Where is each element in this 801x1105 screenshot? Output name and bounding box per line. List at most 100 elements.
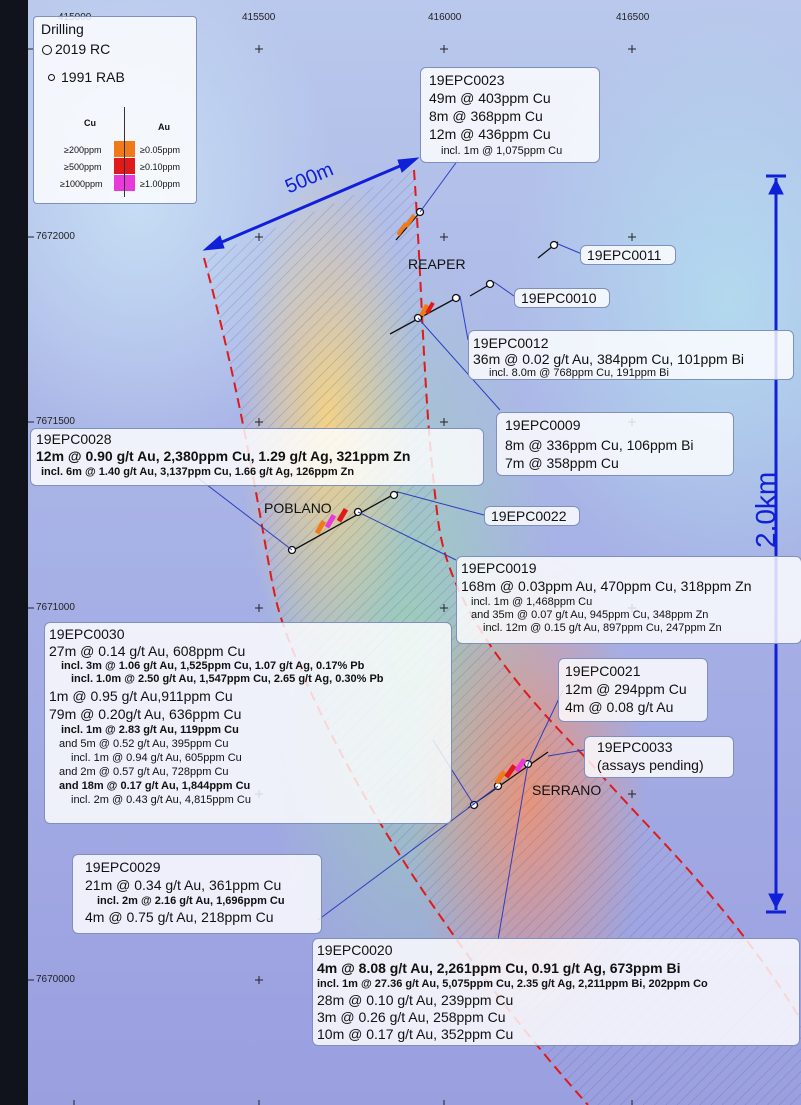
legend-center-line bbox=[124, 107, 125, 197]
northing-7672000: 7672000 bbox=[36, 231, 75, 242]
callout-19EPC0021[interactable]: 19EPC0021 12m @ 294ppm Cu 4m @ 0.08 g/t … bbox=[558, 658, 708, 722]
hole-id: 19EPC0009 bbox=[505, 417, 581, 433]
callout-19EPC0030[interactable]: 19EPC0030 27m @ 0.14 g/t Au, 608ppm Cu i… bbox=[44, 622, 452, 824]
intercept-and: and 5m @ 0.52 g/t Au, 395ppm Cu bbox=[59, 738, 229, 750]
callout-19EPC0019[interactable]: 19EPC0019 168m @ 0.03ppm Au, 470ppm Cu, … bbox=[456, 556, 801, 644]
intercept: 12m @ 294ppm Cu bbox=[565, 681, 687, 697]
legend-au-header: Au bbox=[158, 122, 170, 132]
hole-id: 19EPC0020 bbox=[317, 942, 393, 958]
callout-19EPC0011[interactable]: 19EPC0011 bbox=[580, 245, 676, 265]
intercept-incl: incl. 3m @ 1.06 g/t Au, 1,525ppm Cu, 1.0… bbox=[61, 660, 365, 672]
legend-cu-header: Cu bbox=[84, 118, 96, 128]
northing-7671500: 7671500 bbox=[36, 416, 75, 427]
intercept: 79m @ 0.20g/t Au, 636ppm Cu bbox=[49, 706, 242, 722]
legend-rab-symbol bbox=[48, 74, 55, 81]
intercept: 8m @ 368ppm Cu bbox=[429, 108, 543, 124]
hole-id: 19EPC0023 bbox=[429, 72, 505, 88]
intercept-and: and 2m @ 0.57 g/t Au, 728ppm Cu bbox=[59, 766, 229, 778]
callout-19EPC0022[interactable]: 19EPC0022 bbox=[484, 506, 580, 526]
hole-id: 19EPC0029 bbox=[85, 859, 161, 875]
intercept: 3m @ 0.26 g/t Au, 258ppm Cu bbox=[317, 1009, 506, 1025]
legend-au-swatch-1 bbox=[125, 141, 135, 157]
callout-19EPC0029[interactable]: 19EPC0029 21m @ 0.34 g/t Au, 361ppm Cu i… bbox=[72, 854, 322, 934]
intercept: 4m @ 0.75 g/t Au, 218ppm Cu bbox=[85, 909, 274, 925]
hole-id: 19EPC0022 bbox=[491, 508, 567, 524]
hole-id: 19EPC0021 bbox=[565, 663, 641, 679]
callout-19EPC0009[interactable]: 19EPC0009 8m @ 336ppm Cu, 106ppm Bi 7m @… bbox=[496, 412, 734, 476]
intercept: 28m @ 0.10 g/t Au, 239ppm Cu bbox=[317, 992, 514, 1008]
intercept: 1m @ 0.95 g/t Au,911ppm Cu bbox=[49, 688, 233, 704]
legend: Drilling 2019 RC 1991 RAB Cu Au ≥200ppm … bbox=[33, 16, 197, 204]
legend-cu-level-3: ≥1000ppm bbox=[60, 179, 103, 189]
callout-19EPC0020[interactable]: 19EPC0020 4m @ 8.08 g/t Au, 2,261ppm Cu,… bbox=[312, 938, 800, 1046]
left-margin bbox=[0, 0, 28, 1105]
grid-crosses bbox=[28, 45, 636, 1105]
intercept: 12m @ 0.90 g/t Au, 2,380ppm Cu, 1.29 g/t… bbox=[36, 448, 411, 464]
legend-au-swatch-3 bbox=[125, 175, 135, 191]
legend-au-level-2: ≥0.10ppm bbox=[140, 162, 180, 172]
intercept-incl: incl. 2m @ 0.43 g/t Au, 4,815ppm Cu bbox=[71, 794, 251, 806]
northing-7670000: 7670000 bbox=[36, 974, 75, 985]
intercept: 21m @ 0.34 g/t Au, 361ppm Cu bbox=[85, 877, 282, 893]
status: (assays pending) bbox=[597, 757, 704, 773]
legend-cu-swatch-2 bbox=[114, 158, 124, 174]
place-serrano: SERRANO bbox=[532, 782, 602, 798]
legend-au-level-1: ≥0.05ppm bbox=[140, 145, 180, 155]
hole-id: 19EPC0010 bbox=[521, 290, 597, 306]
hole-id: 19EPC0028 bbox=[36, 431, 112, 447]
scale-label-2km: 2.0km bbox=[750, 471, 781, 548]
easting-416500: 416500 bbox=[616, 12, 650, 23]
legend-rc-symbol bbox=[42, 45, 52, 55]
easting-416000: 416000 bbox=[428, 12, 462, 23]
callout-19EPC0012[interactable]: 19EPC0012 36m @ 0.02 g/t Au, 384ppm Cu, … bbox=[468, 330, 794, 380]
place-poblano: POBLANO bbox=[264, 500, 332, 516]
callout-19EPC0028[interactable]: 19EPC0028 12m @ 0.90 g/t Au, 2,380ppm Cu… bbox=[30, 428, 484, 486]
intercept: 4m @ 0.08 g/t Au bbox=[565, 699, 674, 715]
assay-intervals bbox=[314, 214, 527, 785]
hole-id: 19EPC0011 bbox=[587, 247, 662, 263]
northing-7671000: 7671000 bbox=[36, 602, 75, 613]
intercept: 12m @ 436ppm Cu bbox=[429, 126, 551, 142]
intercept: 27m @ 0.14 g/t Au, 608ppm Cu bbox=[49, 643, 246, 659]
intercept: 7m @ 358ppm Cu bbox=[505, 455, 619, 471]
legend-rc-label: 2019 RC bbox=[55, 41, 111, 57]
legend-cu-swatch-3 bbox=[114, 175, 124, 191]
intercept-incl: incl. 1m @ 1,468ppm Cu bbox=[471, 596, 593, 608]
intercept-incl: incl. 2m @ 2.16 g/t Au, 1,696ppm Cu bbox=[97, 895, 285, 907]
intercept-incl: incl. 1m @ 27.36 g/t Au, 5,075ppm Cu, 2.… bbox=[317, 978, 708, 990]
easting-415500: 415500 bbox=[242, 12, 276, 23]
map-canvas[interactable]: 500m 2.0km 415000 415500 416000 416500 7… bbox=[28, 0, 801, 1105]
legend-au-level-3: ≥1.00ppm bbox=[140, 179, 180, 189]
intercept: 4m @ 8.08 g/t Au, 2,261ppm Cu, 0.91 g/t … bbox=[317, 960, 681, 976]
intercept-incl: incl. 12m @ 0.15 g/t Au, 897ppm Cu, 247p… bbox=[483, 622, 722, 634]
intercept-incl: incl. 8.0m @ 768ppm Cu, 191ppm Bi bbox=[489, 367, 669, 379]
intercept-incl: incl. 1m @ 2.83 g/t Au, 119ppm Cu bbox=[61, 724, 239, 736]
legend-cu-swatch-1 bbox=[114, 141, 124, 157]
hole-id: 19EPC0033 bbox=[597, 739, 673, 755]
intercept: 36m @ 0.02 g/t Au, 384ppm Cu, 101ppm Bi bbox=[473, 351, 745, 367]
legend-title: Drilling bbox=[41, 21, 84, 37]
intercept: 49m @ 403ppm Cu bbox=[429, 90, 551, 106]
legend-au-swatch-2 bbox=[125, 158, 135, 174]
intercept-incl: incl. 1.0m @ 2.50 g/t Au, 1,547ppm Cu, 2… bbox=[71, 673, 384, 685]
intercept-incl: incl. 1m @ 0.94 g/t Au, 605ppm Cu bbox=[71, 752, 242, 764]
intercept: 10m @ 0.17 g/t Au, 352ppm Cu bbox=[317, 1026, 514, 1042]
intercept: 168m @ 0.03ppm Au, 470ppm Cu, 318ppm Zn bbox=[461, 578, 752, 594]
callout-19EPC0033[interactable]: 19EPC0033 (assays pending) bbox=[584, 736, 734, 778]
callout-19EPC0010[interactable]: 19EPC0010 bbox=[514, 288, 610, 308]
hole-id: 19EPC0019 bbox=[461, 560, 537, 576]
hole-id: 19EPC0012 bbox=[473, 335, 549, 351]
intercept-incl: incl. 6m @ 1.40 g/t Au, 3,137ppm Cu, 1.6… bbox=[41, 466, 355, 478]
legend-cu-level-2: ≥500ppm bbox=[64, 162, 102, 172]
scale-bar-2km bbox=[766, 174, 786, 914]
place-reaper: REAPER bbox=[408, 256, 466, 272]
prospect-corridor bbox=[204, 170, 801, 1105]
legend-rab-label: 1991 RAB bbox=[61, 69, 125, 85]
intercept-and: and 18m @ 0.17 g/t Au, 1,844ppm Cu bbox=[59, 780, 251, 792]
intercept-and: and 35m @ 0.07 g/t Au, 945ppm Cu, 348ppm… bbox=[471, 609, 709, 621]
legend-cu-level-1: ≥200ppm bbox=[64, 145, 102, 155]
intercept-incl: incl. 1m @ 1,075ppm Cu bbox=[441, 145, 563, 157]
intercept: 8m @ 336ppm Cu, 106ppm Bi bbox=[505, 437, 694, 453]
hole-id: 19EPC0030 bbox=[49, 626, 125, 642]
callout-19EPC0023[interactable]: 19EPC0023 49m @ 403ppm Cu 8m @ 368ppm Cu… bbox=[420, 67, 600, 163]
